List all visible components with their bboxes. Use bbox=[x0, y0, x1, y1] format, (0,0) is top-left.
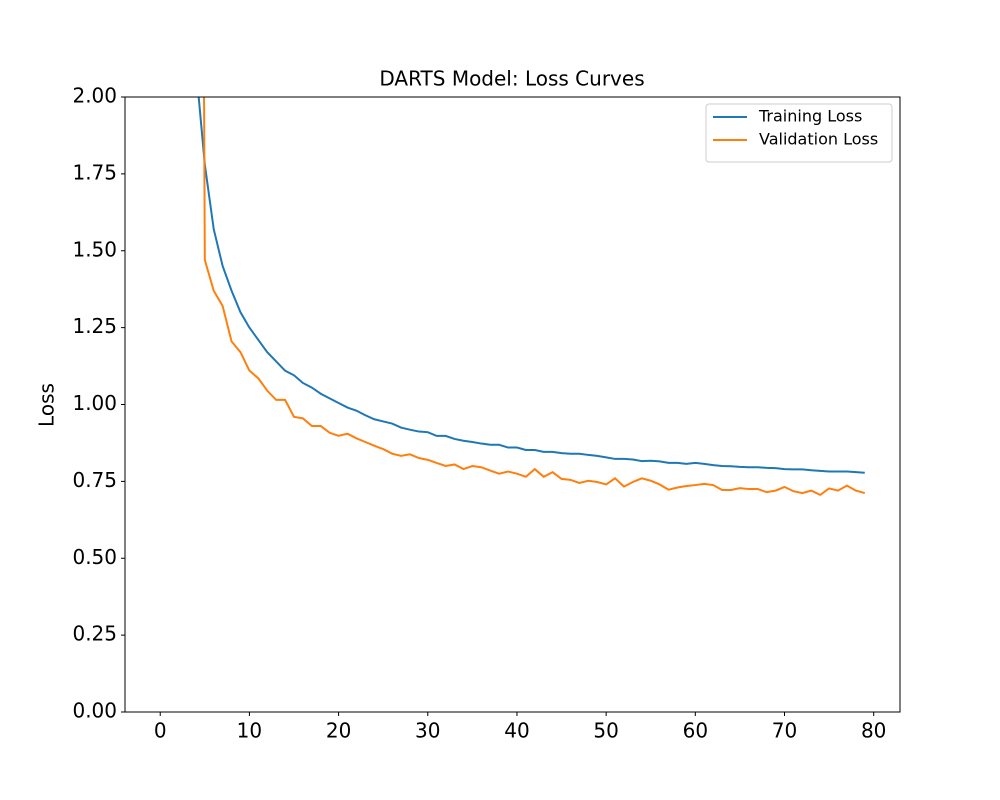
x-tick-label: 10 bbox=[237, 719, 262, 743]
legend-label: Training Loss bbox=[758, 107, 862, 126]
x-tick-label: 60 bbox=[683, 719, 708, 743]
x-tick-label: 80 bbox=[861, 719, 886, 743]
chart-title: DARTS Model: Loss Curves bbox=[379, 67, 644, 91]
y-axis-label: Loss bbox=[35, 383, 59, 427]
y-tick-label: 1.00 bbox=[72, 391, 117, 415]
y-tick-label: 1.25 bbox=[72, 314, 117, 338]
legend-label: Validation Loss bbox=[759, 130, 878, 149]
x-tick-label: 70 bbox=[772, 719, 797, 743]
line-series bbox=[203, 97, 866, 497]
y-tick-label: 2.00 bbox=[72, 84, 117, 108]
legend: Training Loss Validation Loss bbox=[705, 103, 893, 163]
x-tick-label: 30 bbox=[415, 719, 440, 743]
plot-frame bbox=[124, 96, 901, 713]
line-series bbox=[197, 97, 865, 474]
x-tick-label: 0 bbox=[154, 719, 167, 743]
y-tick-label: 0.75 bbox=[72, 468, 117, 492]
y-tick-label: 0.00 bbox=[72, 699, 117, 723]
plot-area bbox=[197, 97, 866, 497]
x-tick-label: 20 bbox=[326, 719, 351, 743]
y-tick-label: 1.75 bbox=[72, 160, 117, 184]
x-tick-label: 50 bbox=[593, 719, 618, 743]
y-tick-label: 0.50 bbox=[72, 545, 117, 569]
y-tick-label: 0.25 bbox=[72, 622, 117, 646]
legend-box bbox=[705, 103, 893, 163]
y-tick-label: 1.50 bbox=[72, 237, 117, 261]
x-tick-label: 40 bbox=[504, 719, 529, 743]
